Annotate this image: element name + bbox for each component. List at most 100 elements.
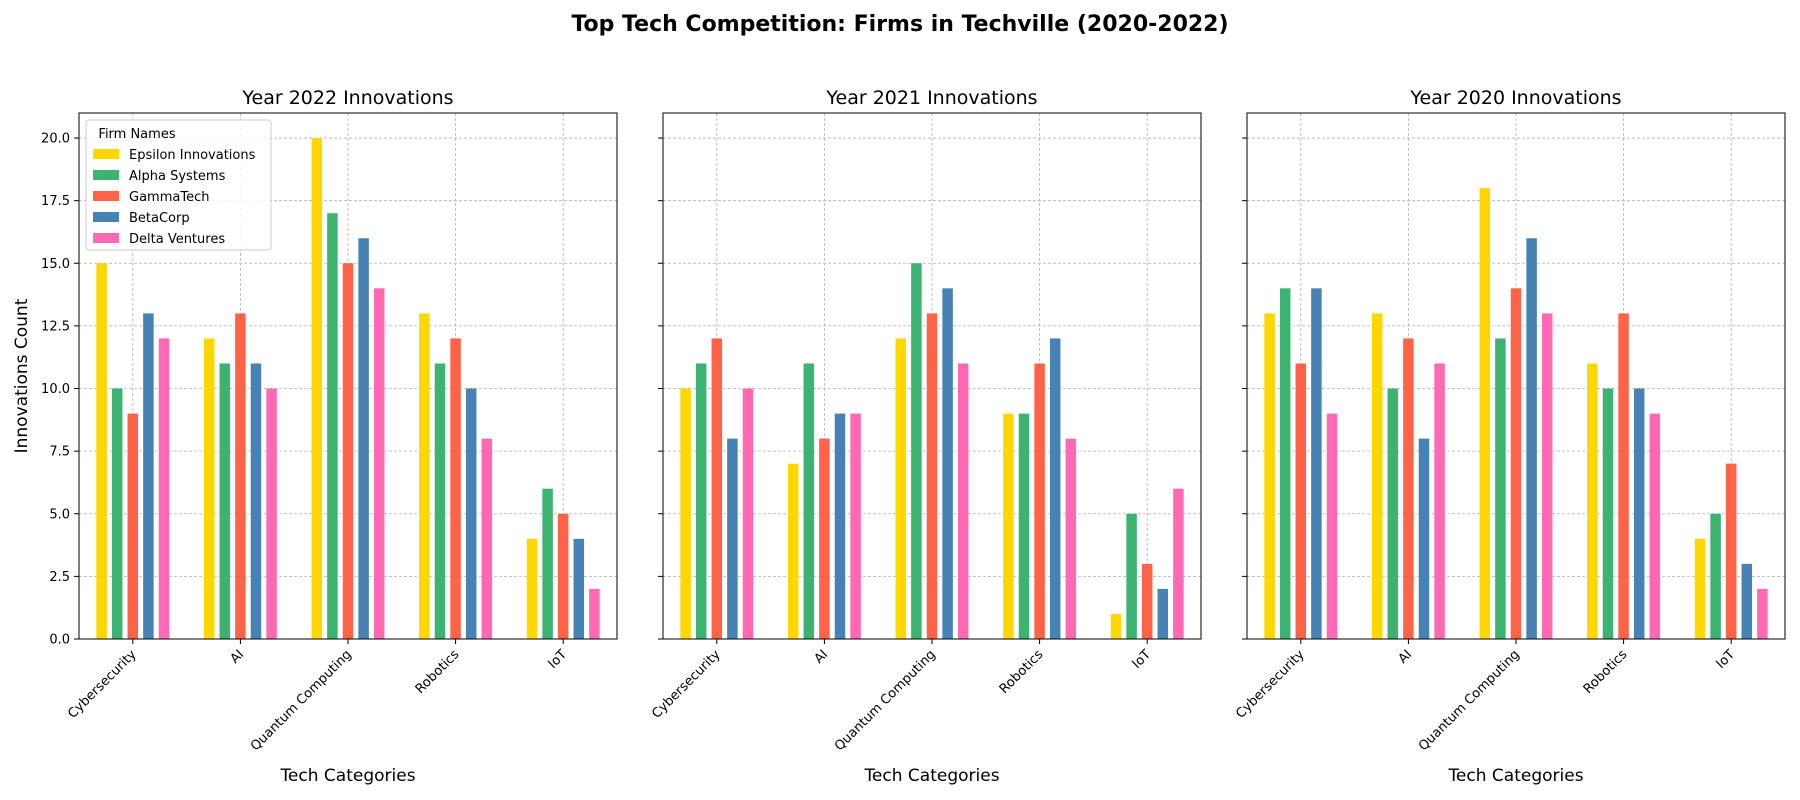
bar-epsilon-innovations-cybersecurity bbox=[680, 388, 691, 639]
bar-delta-ventures-ai bbox=[266, 388, 277, 639]
bar-gammatech-iot bbox=[1141, 563, 1153, 639]
panel-title: Year 2021 Innovations bbox=[825, 87, 1037, 109]
x-tick-label: Quantum Computing bbox=[1416, 647, 1523, 754]
legend-swatch-gammatech bbox=[93, 191, 119, 201]
bar-betacorp-cybersecurity bbox=[727, 438, 738, 639]
bar-alpha-systems-ai bbox=[803, 363, 815, 639]
bar-betacorp-ai bbox=[1418, 438, 1430, 639]
y-tick-label: 7.5 bbox=[49, 445, 70, 460]
bar-delta-ventures-quantum-computing bbox=[373, 288, 385, 639]
bar-alpha-systems-iot bbox=[1710, 513, 1721, 639]
bar-betacorp-iot bbox=[1741, 563, 1753, 639]
x-tick-label: Robotics bbox=[1581, 647, 1631, 697]
chart-panel-2: Cybersecurity AI Quantum Computing Robotics… bbox=[649, 87, 1202, 786]
x-tick-label: IoT bbox=[545, 647, 570, 672]
bar-alpha-systems-robotics bbox=[1602, 388, 1614, 639]
bar-gammatech-ai bbox=[1403, 338, 1414, 639]
bar-betacorp-ai bbox=[834, 413, 846, 639]
bar-epsilon-innovations-cybersecurity bbox=[1264, 313, 1275, 639]
x-axis-label: Tech Categories bbox=[279, 766, 415, 786]
bar-gammatech-robotics bbox=[1618, 313, 1629, 639]
panel-title: Year 2020 Innovations bbox=[1409, 87, 1621, 109]
bar-delta-ventures-cybersecurity bbox=[742, 388, 754, 639]
bar-gammatech-cybersecurity bbox=[127, 413, 139, 639]
bar-alpha-systems-cybersecurity bbox=[111, 388, 123, 639]
bar-delta-ventures-iot bbox=[589, 588, 600, 639]
bar-betacorp-iot bbox=[573, 538, 585, 639]
x-tick-label: Cybersecurity bbox=[1233, 647, 1308, 722]
legend: Firm Names Epsilon Innovations Alpha Syste… bbox=[85, 119, 272, 251]
bar-betacorp-quantum-computing bbox=[358, 238, 369, 639]
figure-title: Top Tech Competition: Firms in Techville… bbox=[571, 12, 1228, 37]
bar-alpha-systems-cybersecurity bbox=[1279, 288, 1291, 639]
bar-delta-ventures-robotics bbox=[481, 438, 493, 639]
bar-alpha-systems-ai bbox=[219, 363, 231, 639]
bar-epsilon-innovations-iot bbox=[1110, 613, 1122, 639]
bar-epsilon-innovations-ai bbox=[1371, 313, 1383, 639]
bar-betacorp-cybersecurity bbox=[1311, 288, 1322, 639]
x-tick-label: Quantum Computing bbox=[248, 647, 355, 754]
y-tick-label: 5.0 bbox=[49, 507, 70, 522]
plot-frame bbox=[662, 112, 1202, 640]
legend-title: Firm Names bbox=[98, 127, 175, 142]
bar-alpha-systems-robotics bbox=[434, 363, 446, 639]
legend-swatch-betacorp bbox=[93, 212, 119, 222]
bar-epsilon-innovations-cybersecurity bbox=[96, 263, 107, 639]
bar-betacorp-iot bbox=[1157, 588, 1169, 639]
legend-label: BetaCorp bbox=[129, 211, 190, 226]
bar-delta-ventures-ai bbox=[1434, 363, 1445, 639]
x-tick-label: AI bbox=[228, 647, 248, 667]
legend-label: Alpha Systems bbox=[129, 169, 226, 184]
x-tick-label: IoT bbox=[1713, 647, 1738, 672]
bar-alpha-systems-quantum-computing bbox=[1495, 338, 1506, 639]
y-tick-label: 2.5 bbox=[49, 570, 70, 585]
y-tick-label: 0.0 bbox=[49, 633, 70, 648]
bar-betacorp-robotics bbox=[465, 388, 477, 639]
bar-epsilon-innovations-quantum-computing bbox=[1479, 188, 1491, 639]
bar-delta-ventures-quantum-computing bbox=[957, 363, 969, 639]
bar-betacorp-ai bbox=[250, 363, 262, 639]
legend-label: Epsilon Innovations bbox=[129, 148, 256, 163]
chart-panel-1: 0.0 2.5 5.0 7.5 10.0 12.5 15.0 17.5 20.0 Cybersec… bbox=[12, 87, 618, 786]
bar-gammatech-ai bbox=[819, 438, 830, 639]
bar-betacorp-quantum-computing bbox=[942, 288, 953, 639]
bar-epsilon-innovations-quantum-computing bbox=[311, 138, 323, 640]
bar-delta-ventures-robotics bbox=[1649, 413, 1661, 639]
bar-alpha-systems-ai bbox=[1387, 388, 1399, 639]
x-tick-label: Quantum Computing bbox=[832, 647, 939, 754]
bar-delta-ventures-cybersecurity bbox=[1326, 413, 1338, 639]
legend-box bbox=[85, 119, 272, 251]
bar-gammatech-robotics bbox=[1034, 363, 1045, 639]
y-tick-label: 12.5 bbox=[41, 319, 70, 334]
y-tick-label: 10.0 bbox=[41, 382, 70, 397]
y-tick-label: 17.5 bbox=[41, 194, 70, 209]
bar-betacorp-quantum-computing bbox=[1526, 238, 1537, 639]
bar-gammatech-cybersecurity bbox=[711, 338, 723, 639]
x-tick-label: Cybersecurity bbox=[649, 647, 724, 722]
bar-epsilon-innovations-ai bbox=[787, 463, 799, 639]
plot-frame bbox=[1246, 112, 1786, 640]
bar-epsilon-innovations-ai bbox=[203, 338, 215, 639]
bar-epsilon-innovations-robotics bbox=[1003, 413, 1014, 639]
y-tick-label: 20.0 bbox=[41, 132, 70, 147]
bar-betacorp-robotics bbox=[1049, 338, 1061, 639]
bar-gammatech-quantum-computing bbox=[1510, 288, 1522, 639]
legend-swatch-epsilon-innovations bbox=[93, 149, 119, 159]
y-tick-label: 15.0 bbox=[41, 257, 70, 272]
bar-alpha-systems-robotics bbox=[1018, 413, 1030, 639]
bar-alpha-systems-iot bbox=[542, 488, 553, 639]
legend-label: GammaTech bbox=[129, 190, 209, 205]
bar-delta-ventures-robotics bbox=[1065, 438, 1077, 639]
y-axis-label: Innovations Count bbox=[12, 298, 32, 453]
bar-delta-ventures-cybersecurity bbox=[158, 338, 170, 639]
bar-alpha-systems-cybersecurity bbox=[695, 363, 707, 639]
x-tick-label: Robotics bbox=[997, 647, 1047, 697]
bar-epsilon-innovations-quantum-computing bbox=[895, 338, 907, 639]
bar-delta-ventures-iot bbox=[1173, 488, 1184, 639]
legend-swatch-delta-ventures bbox=[93, 233, 119, 243]
bar-epsilon-innovations-robotics bbox=[419, 313, 430, 639]
bar-gammatech-quantum-computing bbox=[926, 313, 938, 639]
x-tick-label: AI bbox=[1396, 647, 1416, 667]
bar-delta-ventures-ai bbox=[850, 413, 861, 639]
